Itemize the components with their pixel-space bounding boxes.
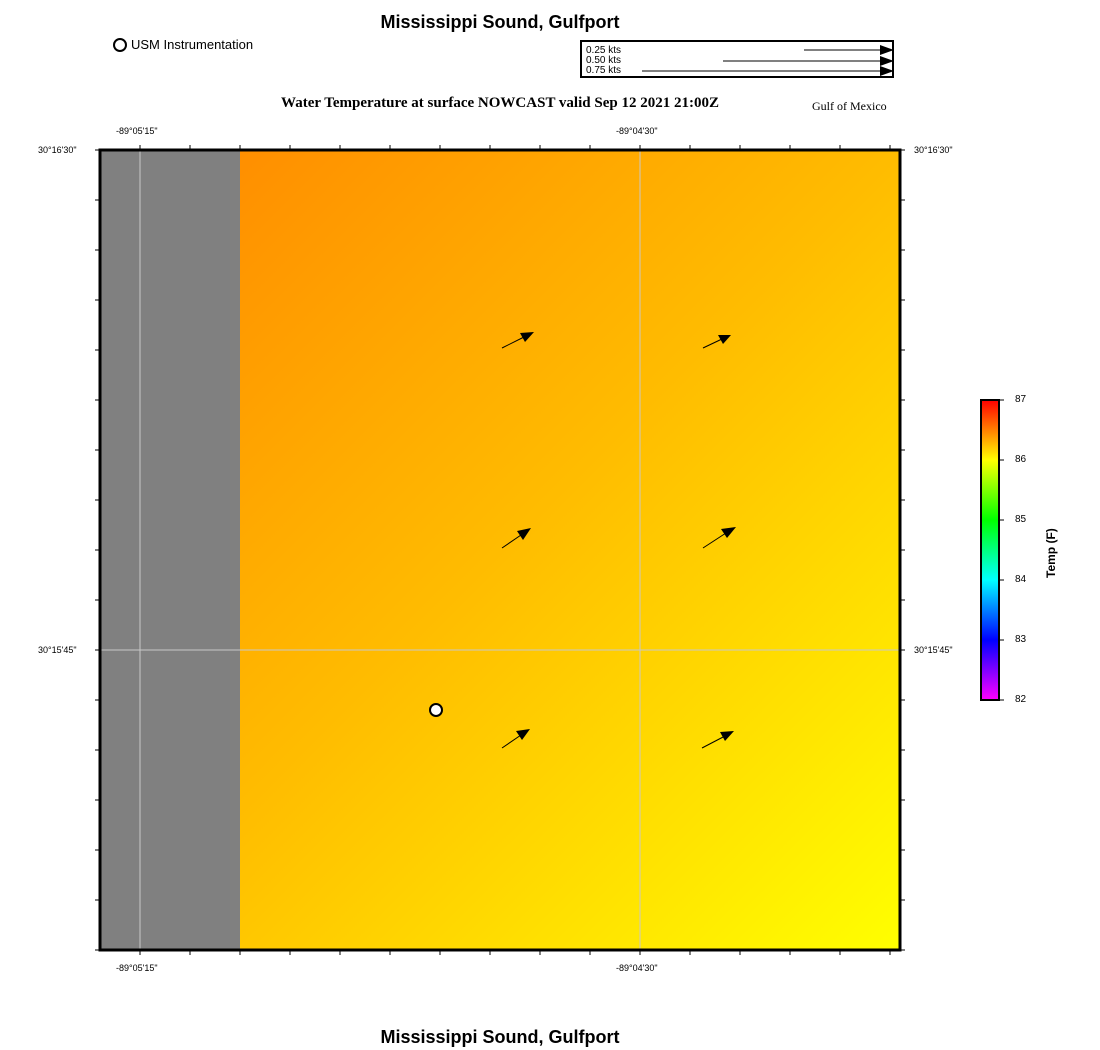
usm-legend-label: USM Instrumentation [131, 37, 254, 52]
colorbar-label: 87 [1015, 394, 1027, 405]
x-tick-bottom-1: -89°05'15" [116, 963, 158, 973]
colorbar-label: 86 [1015, 454, 1027, 465]
current-arrow-icon [516, 729, 530, 740]
colorbar-title: Temp (F) [1044, 528, 1058, 578]
x-tick-top-2: -89°04'30" [616, 126, 658, 136]
speed-label-050: 0.50 kts [586, 55, 622, 66]
map-title: Mississippi Sound, Gulfport [380, 12, 620, 32]
x-tick-top-1: -89°05'15" [116, 126, 158, 136]
arrow-icon [880, 45, 894, 55]
y-tick-left-2: 30°15'45" [38, 645, 77, 655]
map-subtitle: Water Temperature at surface NOWCAST val… [281, 95, 719, 111]
current-arrow-icon [718, 335, 731, 344]
colorbar-label: 83 [1015, 634, 1027, 645]
speed-label-025: 0.25 kts [586, 45, 622, 56]
colorbar-label: 82 [1015, 694, 1027, 705]
land-area [100, 150, 240, 950]
usm-station-marker[interactable] [429, 703, 443, 717]
current-speed-scale: 0.25 kts 0.50 kts 0.75 kts [580, 40, 894, 78]
speed-scale-arrows [642, 45, 894, 76]
usm-legend: USM Instrumentation [113, 37, 253, 52]
usm-marker-icon [113, 37, 127, 52]
x-tick-bottom-2: -89°04'30" [616, 963, 658, 973]
region-label: Gulf of Mexico [812, 99, 887, 113]
current-arrow-icon [720, 731, 734, 741]
arrow-icon [880, 66, 894, 76]
frame-ticks [95, 145, 905, 955]
y-tick-right-2: 30°15'45" [914, 645, 953, 655]
current-arrow-icon [520, 332, 534, 342]
map-footer-title: Mississippi Sound, Gulfport [380, 1027, 620, 1047]
arrow-icon [880, 56, 894, 66]
y-tick-left-1: 30°16'30" [38, 145, 77, 155]
colorbar-ticks [999, 399, 1004, 701]
y-tick-right-1: 30°16'30" [914, 145, 953, 155]
colorbar-label: 84 [1015, 574, 1027, 585]
current-arrow-icon [517, 528, 531, 540]
speed-label-075: 0.75 kts [586, 65, 622, 76]
temperature-colorbar [980, 399, 1000, 701]
colorbar-label: 85 [1015, 514, 1027, 525]
current-vectors [501, 332, 736, 749]
current-arrow-icon [721, 527, 736, 538]
